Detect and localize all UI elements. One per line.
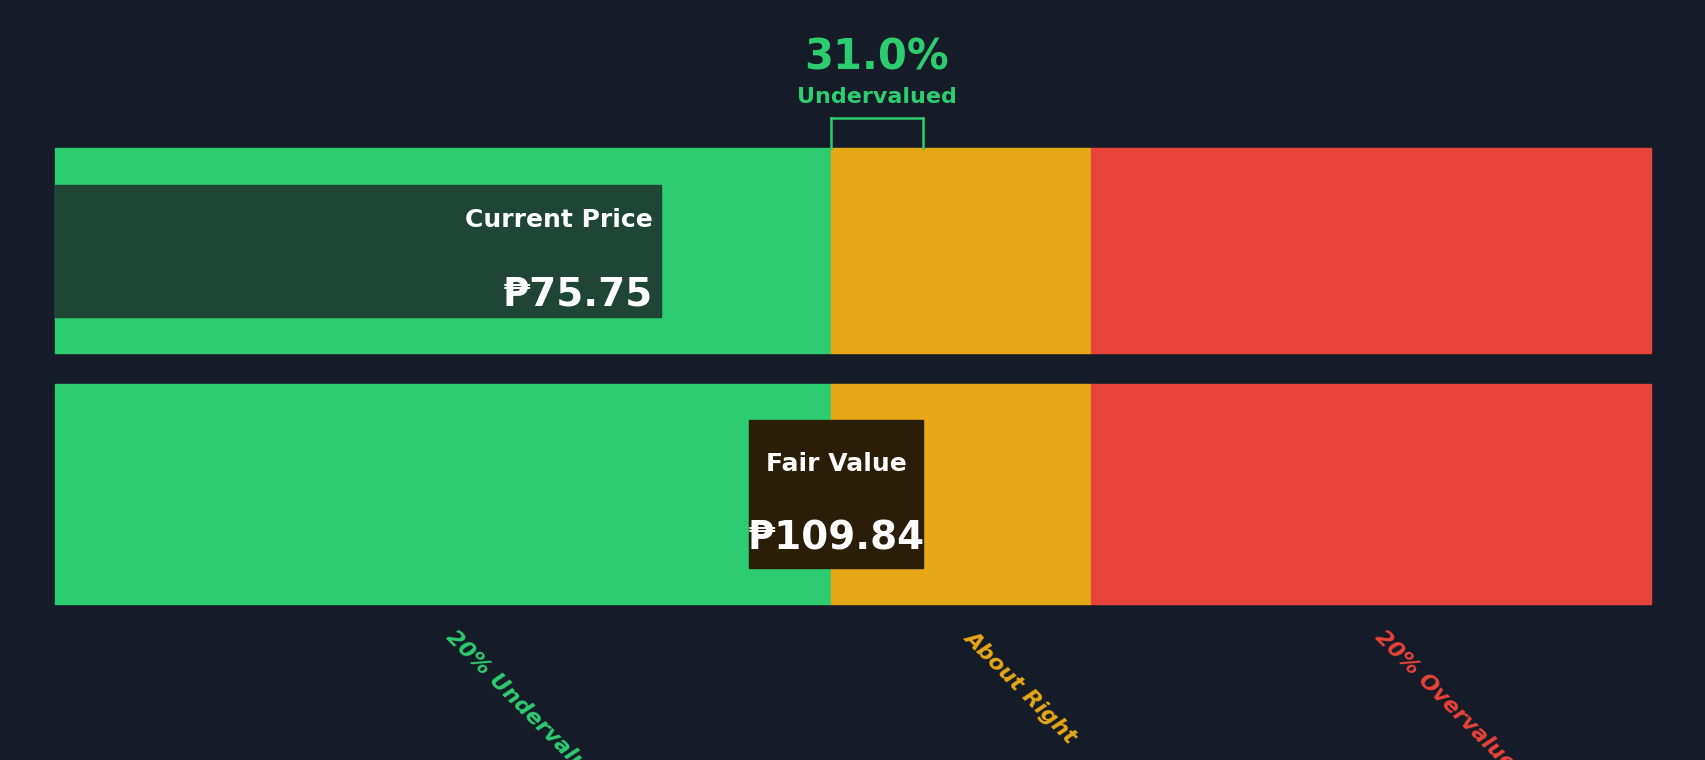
Text: Undervalued: Undervalued xyxy=(796,87,957,107)
Bar xyxy=(55,384,830,604)
Bar xyxy=(55,148,830,353)
Text: 20% Overvalued: 20% Overvalued xyxy=(1371,627,1529,760)
Bar xyxy=(1089,384,1650,604)
Text: 20% Undervalued: 20% Undervalued xyxy=(442,627,612,760)
Bar xyxy=(830,148,1089,353)
Text: Current Price: Current Price xyxy=(465,208,653,233)
Bar xyxy=(1089,148,1650,353)
Text: ₱109.84: ₱109.84 xyxy=(747,519,924,557)
Bar xyxy=(55,185,662,317)
Text: 31.0%: 31.0% xyxy=(805,36,948,78)
Text: Fair Value: Fair Value xyxy=(766,451,905,476)
Bar xyxy=(830,384,1089,604)
Text: About Right: About Right xyxy=(960,627,1081,747)
Text: ₱75.75: ₱75.75 xyxy=(503,276,653,314)
Bar xyxy=(748,420,922,568)
